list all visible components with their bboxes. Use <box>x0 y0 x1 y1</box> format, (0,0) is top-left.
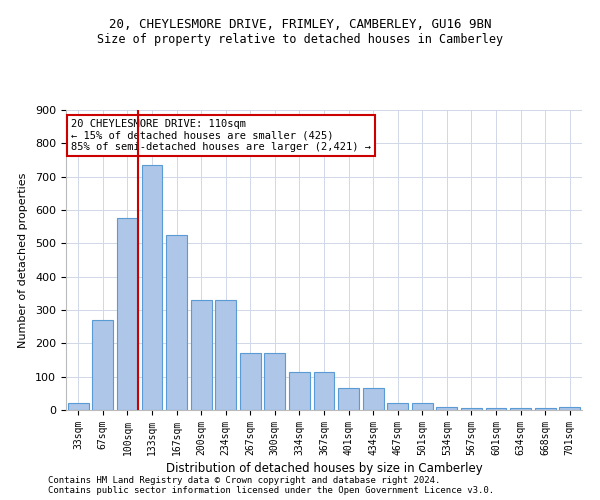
Bar <box>412 404 433 410</box>
Bar <box>535 408 556 410</box>
Bar <box>68 404 89 410</box>
Bar <box>559 406 580 410</box>
Bar <box>265 354 286 410</box>
Bar <box>387 404 408 410</box>
Y-axis label: Number of detached properties: Number of detached properties <box>18 172 28 348</box>
Bar <box>314 372 334 410</box>
Bar <box>362 388 383 410</box>
Text: Size of property relative to detached houses in Camberley: Size of property relative to detached ho… <box>97 32 503 46</box>
Bar <box>510 408 531 410</box>
Bar <box>215 300 236 410</box>
Bar <box>436 406 457 410</box>
Bar <box>338 388 359 410</box>
X-axis label: Distribution of detached houses by size in Camberley: Distribution of detached houses by size … <box>166 462 482 475</box>
Bar <box>289 372 310 410</box>
Bar <box>92 320 113 410</box>
Text: Contains HM Land Registry data © Crown copyright and database right 2024.: Contains HM Land Registry data © Crown c… <box>48 476 440 485</box>
Bar <box>191 300 212 410</box>
Bar <box>117 218 138 410</box>
Bar <box>485 408 506 410</box>
Text: 20 CHEYLESMORE DRIVE: 110sqm
← 15% of detached houses are smaller (425)
85% of s: 20 CHEYLESMORE DRIVE: 110sqm ← 15% of de… <box>71 119 371 152</box>
Bar <box>240 354 261 410</box>
Text: 20, CHEYLESMORE DRIVE, FRIMLEY, CAMBERLEY, GU16 9BN: 20, CHEYLESMORE DRIVE, FRIMLEY, CAMBERLE… <box>109 18 491 30</box>
Bar <box>166 235 187 410</box>
Bar <box>142 165 163 410</box>
Bar <box>461 408 482 410</box>
Text: Contains public sector information licensed under the Open Government Licence v3: Contains public sector information licen… <box>48 486 494 495</box>
